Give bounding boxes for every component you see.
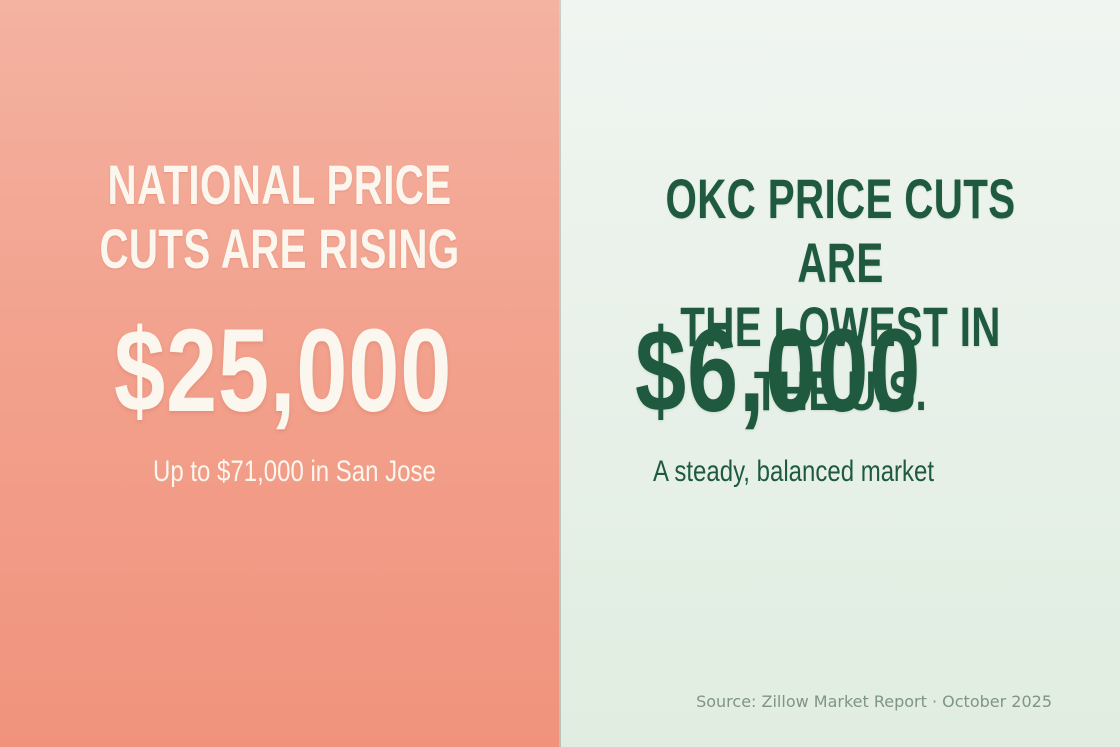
national-headline: NATIONAL PRICE CUTS ARE RISING: [0, 153, 559, 281]
headline-line: THE LOWEST IN THE U.S.: [680, 295, 1001, 422]
okc-panel: OKC PRICE CUTS ARE THE LOWEST IN THE U.S…: [561, 0, 1120, 747]
okc-headline: OKC PRICE CUTS ARE THE LOWEST IN THE U.S…: [561, 167, 1120, 423]
source-caption: Source: Zillow Market Report · October 2…: [696, 692, 1052, 711]
headline-line: OKC PRICE CUTS ARE: [665, 167, 1016, 294]
okc-subtext: A steady, balanced market: [653, 455, 935, 488]
panel-divider: [559, 0, 561, 747]
national-panel: NATIONAL PRICE CUTS ARE RISING $25,000 U…: [0, 0, 559, 747]
headline-line: CUTS ARE RISING: [99, 217, 460, 280]
okc-price-cut-value: $6,000: [635, 305, 922, 437]
headline-line: NATIONAL PRICE: [107, 153, 452, 216]
national-price-cut-value: $25,000: [114, 305, 453, 437]
national-subtext: Up to $71,000 in San Jose: [153, 455, 436, 488]
